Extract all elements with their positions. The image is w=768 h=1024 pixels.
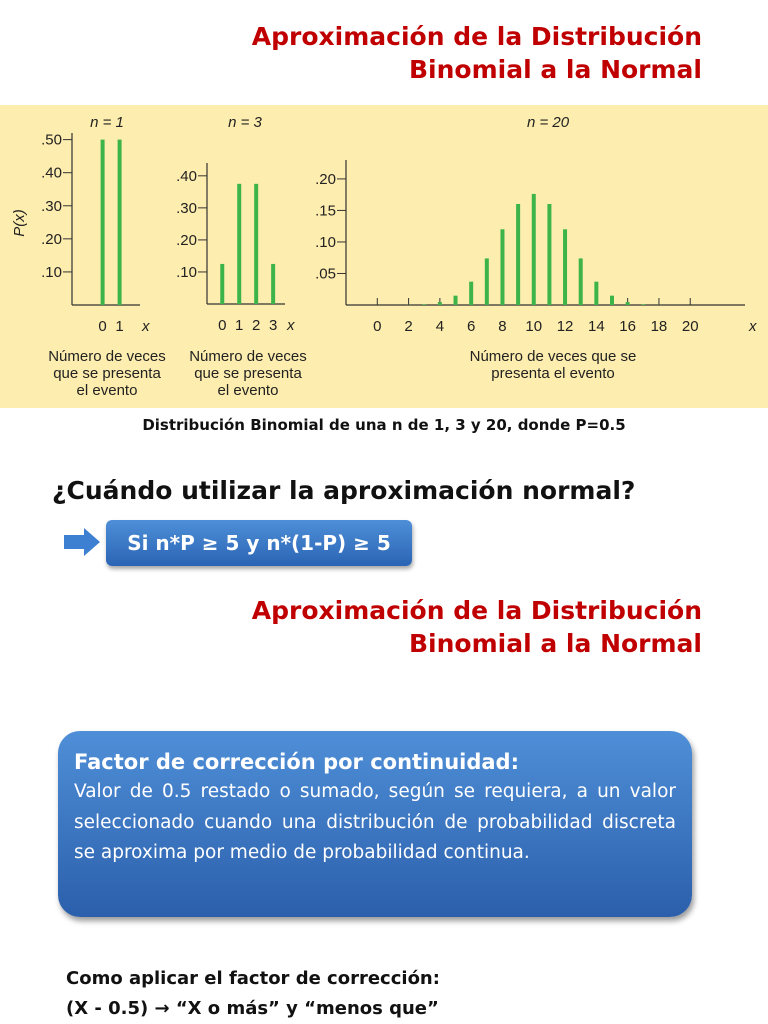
axis-description: el evento bbox=[77, 382, 138, 399]
y-tick-label: .50 bbox=[41, 132, 62, 149]
title-line: Binomial a la Normal bbox=[409, 55, 702, 84]
bar bbox=[516, 204, 521, 305]
x-tick-label: 10 bbox=[525, 318, 542, 335]
bar bbox=[484, 258, 489, 305]
x-tick-label: 18 bbox=[651, 318, 668, 335]
x-tick-label: 8 bbox=[498, 318, 506, 335]
definition-box: Factor de corrección por continuidad: Va… bbox=[58, 731, 692, 917]
x-axis-label: x bbox=[141, 318, 150, 335]
y-tick-label: .20 bbox=[315, 171, 336, 188]
y-tick-label: .30 bbox=[176, 200, 197, 217]
y-tick-label: .20 bbox=[176, 232, 197, 249]
x-tick-label: 2 bbox=[404, 318, 412, 335]
bar bbox=[237, 183, 242, 304]
y-tick-label: .20 bbox=[41, 231, 62, 248]
bar bbox=[100, 139, 105, 305]
x-tick-label: 2 bbox=[252, 317, 260, 334]
y-tick-label: .10 bbox=[315, 234, 336, 251]
bar bbox=[220, 263, 225, 304]
bar bbox=[437, 302, 442, 305]
x-tick-label: 6 bbox=[467, 318, 475, 335]
bar bbox=[578, 258, 583, 305]
bar bbox=[271, 263, 276, 304]
x-axis-label: x bbox=[748, 318, 757, 335]
x-tick-label: 12 bbox=[557, 318, 574, 335]
x-tick-label: 0 bbox=[98, 318, 106, 335]
footer: Como aplicar el factor de corrección: (X… bbox=[66, 964, 440, 1024]
bar bbox=[117, 139, 122, 305]
bar bbox=[469, 281, 474, 305]
bar bbox=[547, 204, 552, 305]
band-background bbox=[0, 105, 768, 408]
bar bbox=[453, 295, 458, 305]
x-tick-label: 3 bbox=[269, 317, 277, 334]
axis-description: que se presenta bbox=[53, 365, 161, 382]
arrow-icon bbox=[64, 528, 100, 556]
bar bbox=[254, 183, 259, 304]
y-axis-label: P(x) bbox=[11, 209, 28, 237]
axis-description: Número de veces bbox=[189, 348, 307, 365]
chart-title: n = 3 bbox=[228, 114, 262, 131]
caption: Distribución Binomial de una n de 1, 3 y… bbox=[142, 416, 626, 434]
title-line: Binomial a la Normal bbox=[409, 629, 702, 658]
x-tick-label: 4 bbox=[436, 318, 444, 335]
bar bbox=[610, 295, 614, 305]
condition: Si n*P ≥ 5 y n*(1-P) ≥ 5 bbox=[106, 520, 412, 566]
title-line: Aproximación de la Distribución bbox=[251, 596, 702, 625]
x-tick-label: 0 bbox=[218, 317, 226, 334]
x-tick-label: 20 bbox=[682, 318, 699, 335]
title-line: Aproximación de la Distribución bbox=[251, 22, 702, 51]
axis-description: Número de veces bbox=[48, 348, 166, 365]
x-tick-label: 0 bbox=[373, 318, 381, 335]
arrow bbox=[64, 528, 100, 556]
y-tick-label: .10 bbox=[41, 264, 62, 281]
x-tick-label: 1 bbox=[115, 318, 123, 335]
y-tick-label: .40 bbox=[176, 168, 197, 185]
x-tick-label: 1 bbox=[235, 317, 243, 334]
y-tick-label: .40 bbox=[41, 165, 62, 182]
section-title: Aproximación de la Distribución Binomial… bbox=[252, 594, 702, 660]
bar bbox=[641, 304, 646, 305]
header-title: Aproximación de la Distribución Binomial… bbox=[252, 20, 702, 86]
footer-line: (X - 0.5) → “X o más” y “menos que” bbox=[66, 998, 439, 1019]
axis-description: Número de veces que se bbox=[470, 348, 637, 365]
y-tick-label: .05 bbox=[315, 265, 336, 282]
chart-title: n = 1 bbox=[90, 114, 124, 131]
footer-line: Como aplicar el factor de corrección: bbox=[66, 968, 440, 989]
box-title: Factor de corrección por continuidad: bbox=[74, 750, 519, 774]
x-axis-label: x bbox=[286, 317, 295, 334]
bar bbox=[594, 281, 599, 305]
question: ¿Cuándo utilizar la aproximación normal? bbox=[52, 476, 636, 505]
y-tick-label: .30 bbox=[41, 198, 62, 215]
x-tick-label: 14 bbox=[588, 318, 605, 335]
bar bbox=[531, 193, 536, 305]
axis-description: que se presenta bbox=[194, 365, 302, 382]
bar bbox=[625, 302, 630, 305]
bar bbox=[563, 229, 568, 305]
axis-description: presenta el evento bbox=[491, 365, 614, 382]
chart-title: n = 20 bbox=[527, 114, 570, 131]
axis-description: el evento bbox=[218, 382, 279, 399]
y-tick-label: .15 bbox=[315, 202, 336, 219]
x-tick-label: 16 bbox=[619, 318, 636, 335]
y-tick-label: .10 bbox=[176, 264, 197, 281]
bar bbox=[500, 229, 505, 305]
bar bbox=[422, 304, 427, 305]
box-text: Valor de 0.5 restado o sumado, según se … bbox=[74, 781, 676, 863]
